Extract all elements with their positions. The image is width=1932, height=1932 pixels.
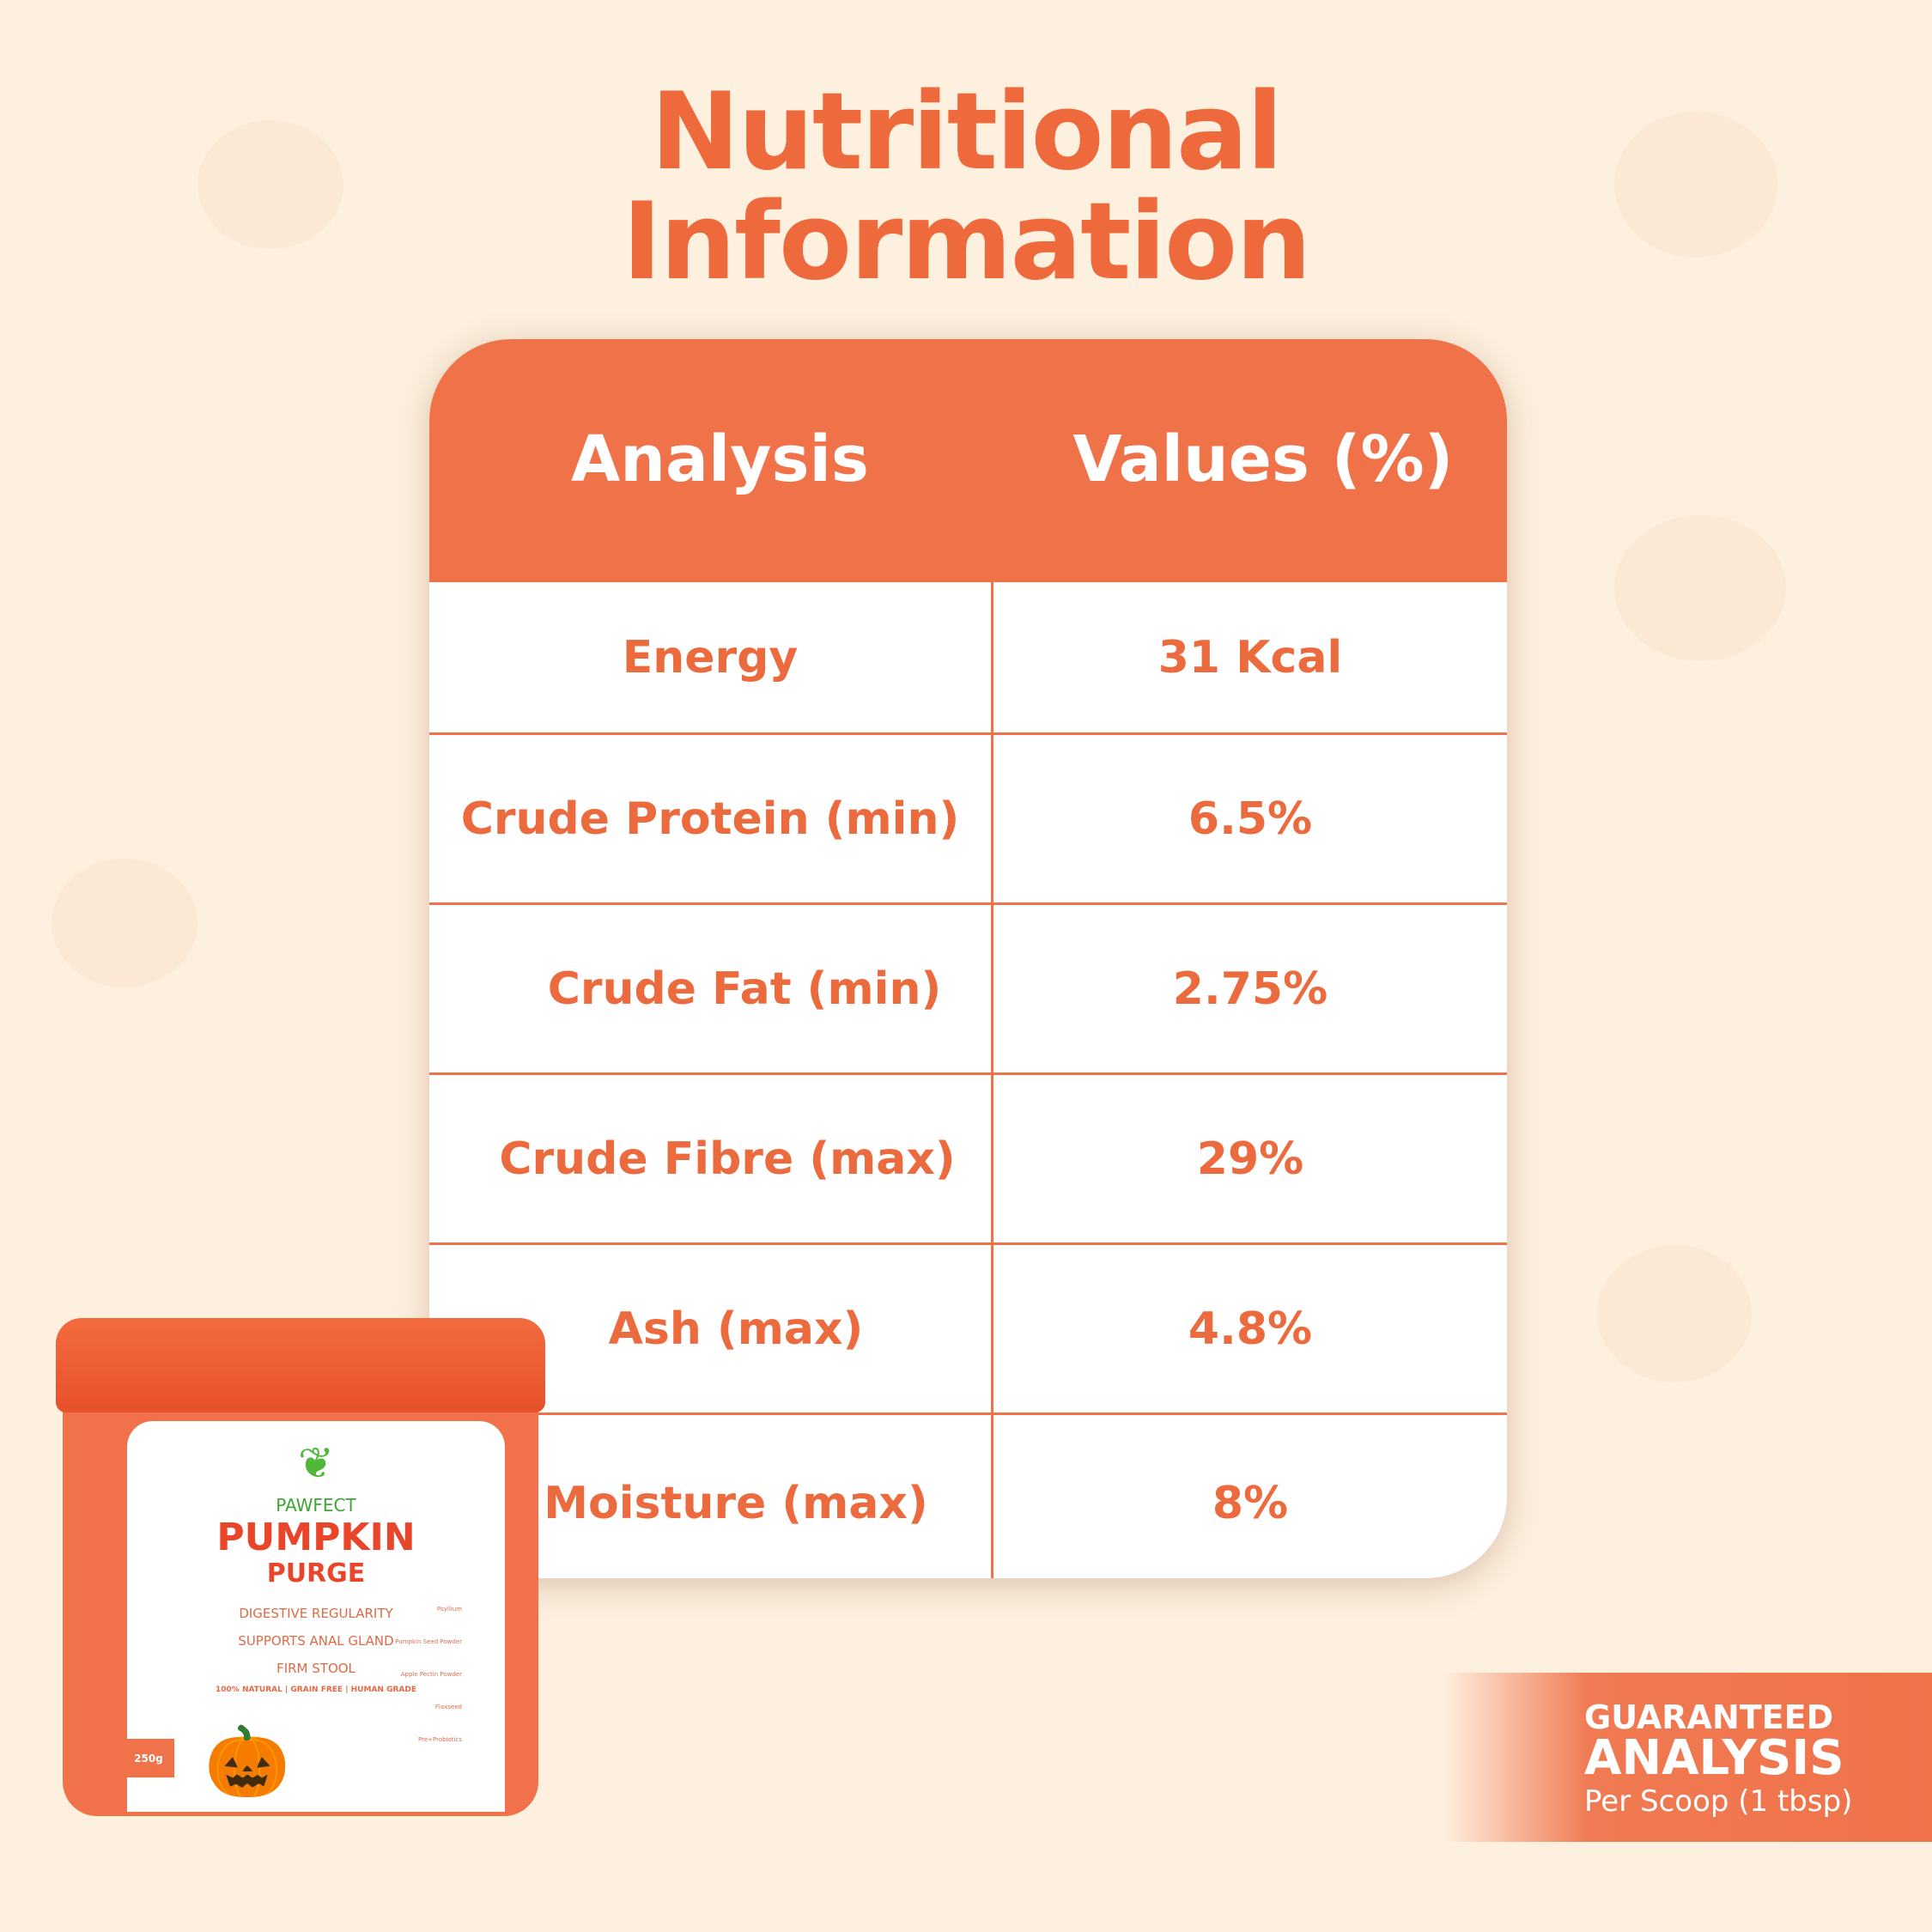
brand-name: PAWFECT bbox=[276, 1495, 356, 1516]
guaranteed-analysis-badge: GUARANTEED ANALYSIS Per Scoop (1 tbsp) bbox=[1443, 1673, 1932, 1842]
table-row: Energy 31 Kcal bbox=[429, 580, 1507, 732]
paw-decoration bbox=[197, 120, 343, 249]
pumpkin-illustration-icon: 🎃 bbox=[204, 1722, 290, 1801]
brand-logo-icon: ❦ bbox=[298, 1438, 334, 1488]
table-row: Ash (max) 4.8% bbox=[429, 1242, 1507, 1413]
table-row: Crude Fat (min) 2.75% bbox=[429, 902, 1507, 1072]
table-header: Analysis Values (%) bbox=[429, 339, 1507, 580]
table-row: Moisture (max) 8% bbox=[429, 1413, 1507, 1578]
table-row: Crude Protein (min) 6.5% bbox=[429, 732, 1507, 902]
header-analysis: Analysis bbox=[571, 422, 869, 496]
table-row: Crude Fibre (max) 29% bbox=[429, 1072, 1507, 1242]
page-title: Nutritional Information bbox=[622, 70, 1312, 304]
product-jar-image: ❦ PAWFECT PUMPKIN PURGE DIGESTIVE REGULA… bbox=[56, 1318, 545, 1825]
weight-tag: 250g bbox=[123, 1739, 174, 1777]
header-values: Values (%) bbox=[1072, 422, 1454, 496]
product-name: PUMPKIN bbox=[216, 1516, 416, 1559]
jar-lid bbox=[56, 1318, 545, 1413]
paw-decoration bbox=[1614, 515, 1786, 661]
paw-decoration bbox=[1597, 1245, 1752, 1382]
product-label: ❦ PAWFECT PUMPKIN PURGE DIGESTIVE REGULA… bbox=[127, 1421, 505, 1812]
product-subname: PURGE bbox=[266, 1558, 366, 1589]
nutrition-table: Analysis Values (%) Energy 31 Kcal Crude… bbox=[429, 339, 1507, 1578]
paw-decoration bbox=[52, 859, 197, 987]
paw-decoration bbox=[1614, 112, 1777, 258]
